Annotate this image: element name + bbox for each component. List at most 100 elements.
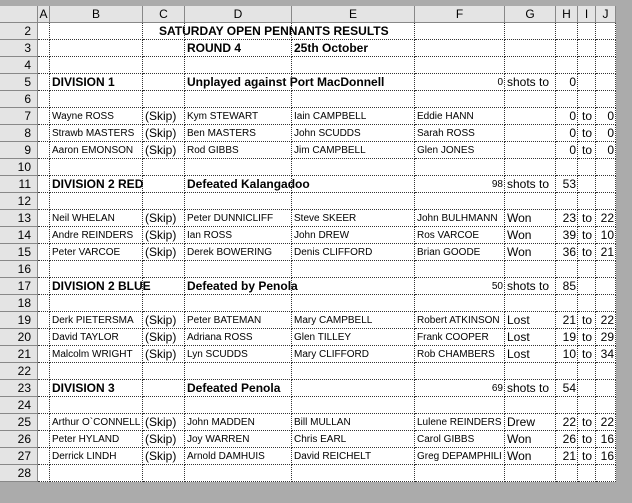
cell [38,57,50,74]
cell [143,363,185,380]
cell [556,380,578,397]
cell [50,431,143,448]
cell-text: Brian GOODE [417,247,481,258]
cell-text: 0 [569,109,576,123]
cell [143,176,185,193]
cell [38,91,50,108]
cell [143,91,185,108]
cell-text: Defeated by Penola [187,279,298,293]
cell [596,108,616,125]
cell-text: Peter HYLAND [52,434,120,445]
cell [143,23,185,40]
cell-text: ROUND 4 [187,41,242,55]
cell [185,227,292,244]
cell [596,312,616,329]
cell-text: 0 [569,143,576,157]
cell [292,176,415,193]
cell [50,176,143,193]
cell [505,91,556,108]
cell [556,176,578,193]
cell-text: to [581,109,592,123]
cell-text: Lost [507,313,530,327]
cell [578,431,596,448]
cell [50,448,143,465]
cell-text: David REICHELT [294,451,372,462]
cell [556,244,578,261]
cell-text: 53 [562,177,576,191]
cell [38,227,50,244]
cell-text: Andre REINDERS [52,230,134,241]
cell-text: to [581,449,592,463]
cell [292,125,415,142]
cell [596,261,616,278]
cell [50,244,143,261]
cell [50,329,143,346]
cell [50,363,143,380]
cell-text: SATURDAY OPEN PENNANTS RESULTS [159,24,389,38]
cell-text: (Skip) [145,432,177,446]
cell [596,125,616,142]
cell [185,159,292,176]
cell [38,40,50,57]
cell [292,108,415,125]
cell-text: Ben MASTERS [187,128,256,139]
cell [38,278,50,295]
cell [143,312,185,329]
cell [596,210,616,227]
row-header: 11 [0,176,38,193]
cell [292,159,415,176]
cell [596,159,616,176]
cell-text: Carol GIBBS [417,434,475,445]
row-header: 19 [0,312,38,329]
cell [556,329,578,346]
cell-text: (Skip) [145,126,177,140]
cell [38,397,50,414]
cell [143,57,185,74]
cell [578,448,596,465]
cell-text: to [581,245,592,259]
cell [596,329,616,346]
cell-text: 16 [600,432,614,446]
cell [292,346,415,363]
cell [578,363,596,380]
cell-text: Arthur O`CONNELL [52,417,141,428]
column-header: G [505,6,556,23]
cell [50,23,143,40]
cell-text: Mary CLIFFORD [294,349,369,360]
cell [578,414,596,431]
cell [50,108,143,125]
cell-text: Derrick LINDH [52,451,117,462]
cell-text: Steve SKEER [294,213,357,224]
cell [415,312,505,329]
cell [556,227,578,244]
cell-text: to [581,126,592,140]
cell [415,91,505,108]
cell-text: Wayne ROSS [52,111,114,122]
cell [292,261,415,278]
cell [505,397,556,414]
cell [185,193,292,210]
cell [292,329,415,346]
cell-text: Denis CLIFFORD [294,247,373,258]
cell-text: David TAYLOR [52,332,119,343]
cell-text: Jim CAMPBELL [294,145,366,156]
cell [143,414,185,431]
cell [505,125,556,142]
cell-text: 98 [491,179,503,190]
cell [556,363,578,380]
row-header: 3 [0,40,38,57]
cell-text: Adriana ROSS [187,332,253,343]
cell [505,108,556,125]
cell-text: 21 [600,245,614,259]
row-header: 2 [0,23,38,40]
cell [505,380,556,397]
cell [596,23,616,40]
cell-text: Rob CHAMBERS [417,349,495,360]
cell [50,278,143,295]
cell [143,431,185,448]
cell [143,108,185,125]
cell [415,414,505,431]
cell [38,108,50,125]
cell [38,380,50,397]
